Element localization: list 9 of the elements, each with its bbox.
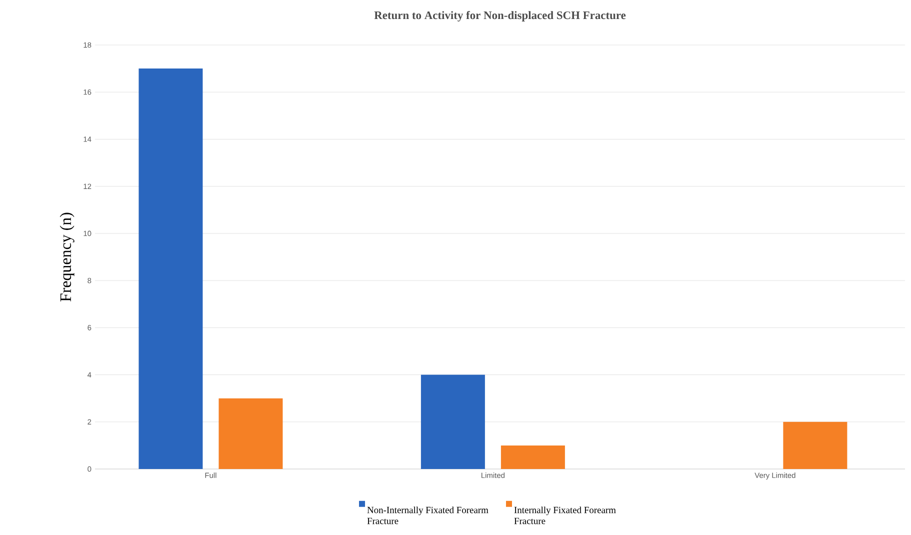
bar [500, 445, 565, 469]
chart-title: Return to Activity for Non-displaced SCH Fracture [374, 10, 626, 22]
y-axis-title: Frequency (n) [60, 212, 74, 302]
bar [420, 374, 485, 469]
legend-label: Internally Fixated Forearm Fracture [514, 506, 616, 524]
legend-label: Non-Internally Fixated Forearm Fracture [367, 506, 488, 524]
bar [138, 68, 203, 469]
bar [218, 398, 283, 469]
bar [783, 422, 848, 469]
